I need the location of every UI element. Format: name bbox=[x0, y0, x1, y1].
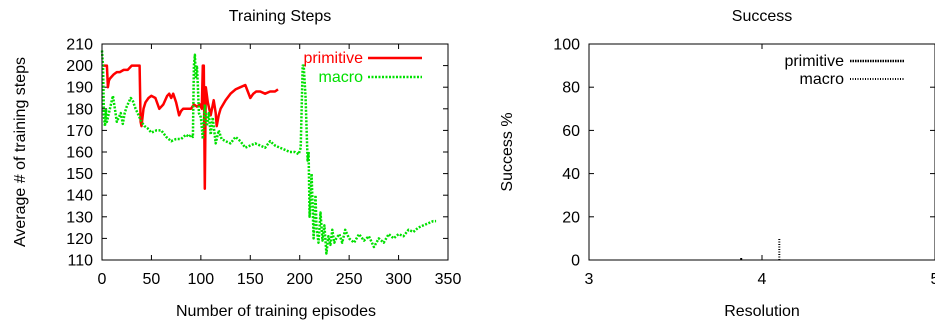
y-tick-label: 0 bbox=[571, 253, 580, 270]
y-axis-label: Success % bbox=[499, 112, 516, 191]
y-tick-label: 200 bbox=[66, 58, 93, 75]
legend-label-primitive: primitive bbox=[303, 50, 363, 67]
y-tick-label: 110 bbox=[67, 253, 93, 270]
y-tick-label: 120 bbox=[66, 231, 93, 248]
series-line-macro bbox=[100, 50, 437, 255]
axis-ticks: 0 50 100 150 200 250 300 350 110 120 130 140 150 160 1… bbox=[66, 37, 461, 289]
x-tick-label: 0 bbox=[98, 271, 107, 288]
y-tick-label: 130 bbox=[66, 209, 93, 226]
y-tick-label: 140 bbox=[66, 188, 93, 205]
y-tick-label: 210 bbox=[66, 37, 93, 54]
plot-frame bbox=[101, 43, 449, 261]
success-chart: Success 3 4 5 0 20 40 60 80 100 Resolution Succe… bbox=[499, 8, 935, 320]
x-tick-label: 200 bbox=[286, 271, 313, 288]
y-tick-label: 100 bbox=[553, 37, 580, 54]
x-axis-label: Resolution bbox=[724, 303, 800, 320]
y-tick-label: 80 bbox=[562, 80, 580, 97]
y-tick-label: 170 bbox=[66, 123, 93, 140]
y-tick-label: 190 bbox=[66, 80, 93, 97]
y-tick-label: 150 bbox=[66, 166, 93, 183]
x-axis-label: Number of training episodes bbox=[176, 303, 376, 320]
x-tick-label: 50 bbox=[143, 271, 161, 288]
legend: primitive macro bbox=[784, 53, 905, 88]
y-axis-label: Average # of training steps bbox=[12, 57, 29, 247]
y-tick-label: 20 bbox=[562, 209, 580, 226]
chart-title: Success bbox=[732, 8, 792, 25]
chart-title: Training Steps bbox=[229, 8, 332, 25]
x-tick-label: 250 bbox=[336, 271, 363, 288]
x-tick-label: 5 bbox=[931, 271, 935, 288]
series-line-primitive bbox=[102, 64, 279, 190]
y-tick-label: 160 bbox=[66, 145, 93, 162]
legend-label-macro: macro bbox=[800, 71, 845, 88]
x-tick-label: 3 bbox=[585, 271, 594, 288]
x-tick-label: 300 bbox=[385, 271, 412, 288]
axis-ticks: 3 4 5 0 20 40 60 80 100 bbox=[553, 37, 935, 288]
x-tick-label: 100 bbox=[188, 271, 215, 288]
x-tick-label: 150 bbox=[237, 271, 264, 288]
y-tick-label: 180 bbox=[66, 101, 93, 118]
legend-label-macro: macro bbox=[319, 69, 364, 86]
x-tick-label: 350 bbox=[435, 271, 462, 288]
legend: primitive macro bbox=[303, 50, 422, 86]
y-tick-label: 40 bbox=[562, 166, 580, 183]
training-steps-chart: Training Steps 0 50 100 150 200 250 300 350 110 1… bbox=[12, 8, 461, 320]
plot-frame bbox=[588, 43, 935, 261]
x-tick-label: 4 bbox=[758, 271, 767, 288]
series-layer bbox=[740, 238, 781, 260]
legend-label-primitive: primitive bbox=[784, 53, 844, 70]
series-layer bbox=[100, 50, 437, 255]
y-tick-label: 60 bbox=[562, 123, 580, 140]
